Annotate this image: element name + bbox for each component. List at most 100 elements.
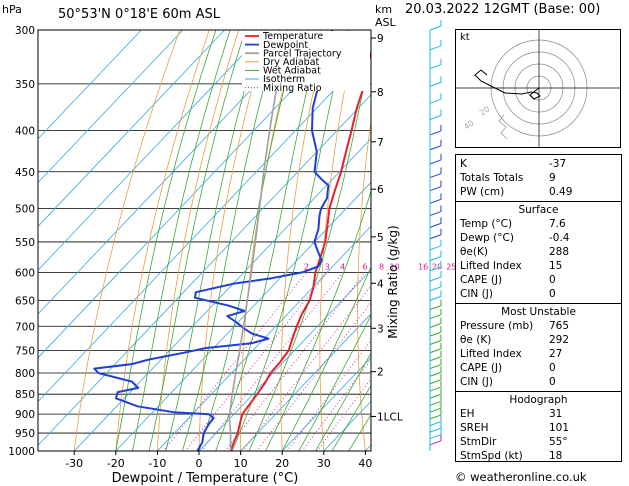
profile-parcel-trajectory: [228, 30, 288, 451]
wet-adiabat-line: [115, 30, 217, 451]
wind-barb: [429, 25, 442, 31]
mu-label: CAPE (J): [460, 362, 503, 374]
legend-entry: Dry Adiabat: [263, 57, 320, 68]
profile-temperature: [229, 49, 371, 451]
temperature-tick-label: 40: [358, 457, 372, 470]
wind-barb: [429, 379, 442, 385]
hodograph-unit-label: kt: [460, 32, 470, 43]
legend-entry: Isotherm: [263, 74, 305, 85]
wet-adiabat-line: [181, 30, 280, 451]
surface-row: Dewp (°C) -0.4: [456, 231, 621, 245]
wind-barb: [429, 211, 442, 217]
divider: [456, 303, 621, 304]
pressure-tick-label: 500: [15, 204, 35, 216]
index-row-totals: Totals Totals 9: [456, 171, 621, 185]
pressure-tick-label: 650: [15, 295, 35, 307]
mixing-ratio-line: [184, 272, 328, 451]
wind-barb: [429, 371, 442, 377]
surface-label: θe(K): [460, 246, 488, 258]
mixing-ratio-line: [201, 272, 343, 451]
divider: [456, 201, 621, 202]
pressure-tick-label: 900: [15, 409, 35, 421]
wind-barb: [429, 440, 442, 446]
hodo-value: 55°: [549, 436, 568, 448]
dry-adiabat-line: [622, 6, 629, 468]
wind-barb: [429, 186, 442, 192]
mu-row: θe (K) 292: [456, 333, 621, 347]
wind-barb: [429, 159, 442, 165]
index-value: -37: [549, 158, 567, 170]
wind-barb: [429, 173, 442, 179]
temperature-tick-label: -30: [65, 457, 83, 470]
index-label: PW (cm): [460, 186, 505, 198]
wind-barb: [429, 356, 442, 362]
wet-adiabat-line: [248, 51, 371, 451]
mixing-ratio-label: 16: [418, 262, 428, 271]
pressure-tick-label: 1000: [8, 446, 35, 458]
wet-adiabat-line: [231, 30, 348, 451]
mu-value: 292: [549, 334, 570, 346]
wet-adiabat-line: [131, 30, 231, 451]
wind-barb: [429, 266, 442, 272]
mu-value: 0: [549, 376, 556, 388]
wind-barb: [429, 364, 442, 370]
mu-row: CAPE (J) 0: [456, 361, 621, 375]
divider: [456, 391, 621, 392]
pressure-tick-label: 800: [15, 368, 35, 380]
pressure-tick-label: 350: [15, 79, 35, 91]
index-value: 9: [549, 172, 556, 184]
dry-adiabat-line: [319, 30, 358, 451]
dry-adiabat-line: [357, 117, 371, 451]
mixing-ratio-label: 2: [304, 262, 309, 271]
wind-barb: [429, 64, 442, 70]
wet-adiabat-line: [315, 352, 371, 451]
surface-label: Dewp (°C): [460, 232, 514, 244]
surface-row: Lifted Index 15: [456, 259, 621, 273]
isotherm-line: [38, 30, 142, 140]
surface-row: CAPE (J) 0: [456, 273, 621, 287]
surface-value: 7.6: [549, 218, 566, 230]
wet-adiabat-line: [215, 30, 322, 451]
wind-barb: [429, 427, 442, 433]
profile-dewpoint: [93, 30, 334, 451]
mu-row: Lifted Index 27: [456, 347, 621, 361]
dry-adiabat-line: [156, 30, 240, 451]
mu-label: CIN (J): [460, 376, 493, 388]
mixing-ratio-line: [316, 378, 371, 451]
dry-adiabat-line: [73, 30, 181, 451]
mixing-ratio-label: 25: [446, 262, 456, 271]
wind-barb: [429, 198, 442, 204]
wind-barb: [429, 145, 442, 151]
surface-title: Surface: [518, 204, 559, 216]
mixing-ratio-label: 20: [432, 262, 442, 271]
wind-barb: [429, 276, 442, 282]
surface-label: CAPE (J): [460, 274, 503, 286]
surface-value: 0: [549, 274, 556, 286]
surface-value: -0.4: [549, 232, 570, 244]
index-label: K: [460, 158, 467, 170]
legend-entry: Wet Adiabat: [263, 66, 321, 77]
surface-value: 288: [549, 246, 570, 258]
wind-barb: [429, 400, 442, 406]
pressure-tick-label: 400: [15, 126, 35, 138]
pressure-tick-label: 450: [15, 167, 35, 179]
pressure-tick-label: 850: [15, 389, 35, 401]
surface-row: Temp (°C) 7.6: [456, 217, 621, 231]
mixing-ratio-label: 3: [325, 262, 330, 271]
wind-barb: [429, 295, 442, 301]
x-axis-title: Dewpoint / Temperature (°C): [112, 471, 299, 486]
credit-link[interactable]: © weatheronline.co.uk: [455, 470, 587, 484]
height-unit-km: km: [375, 3, 393, 16]
mu-value: 0: [549, 362, 556, 374]
legend-entry: Dewpoint: [263, 40, 308, 51]
wind-barb: [429, 340, 442, 345]
wind-barb: [429, 414, 442, 420]
isotherm-line: [281, 356, 371, 451]
wind-barb: [429, 245, 442, 251]
wind-barb: [429, 45, 442, 51]
mixing-ratio-label: 4: [340, 262, 345, 271]
pressure-tick-label: 950: [15, 428, 35, 440]
index-row-pw: PW (cm) 0.49: [456, 185, 621, 199]
pressure-tick-label: 600: [15, 267, 35, 279]
